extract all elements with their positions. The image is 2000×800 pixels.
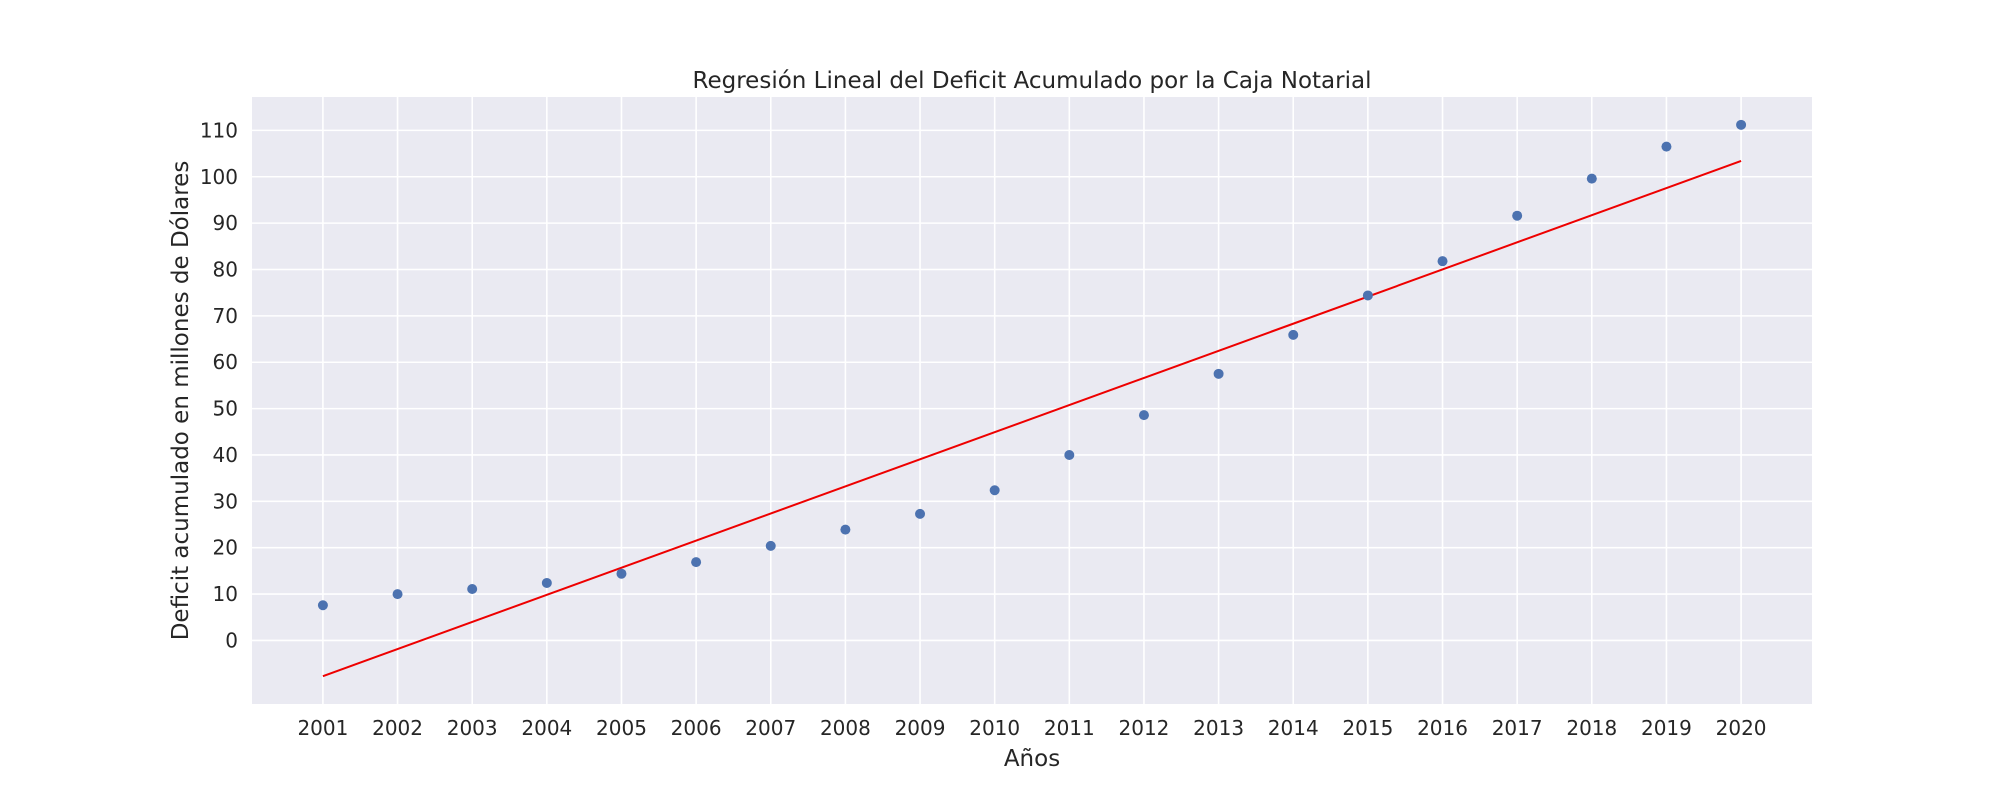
- x-tick-label: 2011: [1044, 716, 1095, 740]
- y-tick-label: 70: [213, 304, 238, 328]
- x-tick-label: 2016: [1417, 716, 1468, 740]
- y-tick-label: 30: [213, 489, 238, 513]
- y-tick-label: 100: [200, 165, 238, 189]
- data-point: [1437, 256, 1448, 267]
- data-point: [1288, 329, 1299, 340]
- data-point: [691, 557, 702, 568]
- data-point: [765, 540, 776, 551]
- x-tick-label: 2019: [1641, 716, 1692, 740]
- x-tick-label: 2020: [1716, 716, 1767, 740]
- data-point: [467, 583, 478, 594]
- regression-line: [322, 160, 1742, 678]
- data-point: [915, 508, 926, 519]
- x-axis-ticks: 2001 2002 2003 2004 2005 2006 2007 2008 2009 2010…: [297, 716, 1766, 740]
- x-tick-label: 2017: [1492, 716, 1543, 740]
- x-tick-label: 2015: [1342, 716, 1393, 740]
- data-point: [1512, 210, 1523, 221]
- y-axis-ticks: 0 10 20 30 40 50 60 70 80 90 100 110: [200, 118, 238, 652]
- y-tick-label: 110: [200, 118, 238, 142]
- x-tick-label: 2009: [895, 716, 946, 740]
- x-axis-title: Años: [1004, 746, 1060, 772]
- y-tick-label: 20: [213, 536, 238, 560]
- x-tick-label: 2018: [1566, 716, 1617, 740]
- data-point: [1064, 449, 1075, 460]
- y-tick-label: 10: [213, 582, 238, 606]
- y-tick-label: 0: [225, 628, 238, 652]
- x-tick-label: 2010: [969, 716, 1020, 740]
- x-tick-label: 2008: [820, 716, 871, 740]
- data-point: [1661, 141, 1672, 152]
- data-point: [541, 577, 552, 588]
- y-tick-label: 90: [213, 211, 238, 235]
- data-point: [1586, 173, 1597, 184]
- data-point: [1213, 368, 1224, 379]
- grid: [252, 97, 1812, 704]
- data-point: [1138, 410, 1149, 421]
- data-point: [989, 485, 1000, 496]
- y-tick-label: 50: [213, 397, 238, 421]
- data-point: [317, 600, 328, 611]
- x-tick-label: 2013: [1193, 716, 1244, 740]
- chart-title: Regresión Lineal del Deficit Acumulado p…: [693, 68, 1372, 94]
- x-tick-label: 2012: [1119, 716, 1170, 740]
- regression-layer: [322, 160, 1742, 678]
- y-tick-label: 60: [213, 350, 238, 374]
- data-point: [616, 568, 627, 579]
- y-tick-label: 80: [213, 258, 238, 282]
- x-tick-label: 2007: [745, 716, 796, 740]
- y-tick-label: 40: [213, 443, 238, 467]
- y-axis-title: Deficit acumulado en millones de Dólares: [168, 161, 194, 641]
- x-tick-label: 2006: [671, 716, 722, 740]
- x-tick-label: 2005: [596, 716, 647, 740]
- x-tick-label: 2004: [521, 716, 572, 740]
- data-point: [1736, 119, 1747, 130]
- data-point: [392, 589, 403, 600]
- x-tick-label: 2002: [372, 716, 423, 740]
- plot-area: [252, 97, 1812, 704]
- x-tick-label: 2003: [447, 716, 498, 740]
- x-tick-label: 2001: [297, 716, 348, 740]
- data-point: [840, 524, 851, 535]
- scatter-points: [317, 119, 1747, 611]
- x-tick-label: 2014: [1268, 716, 1319, 740]
- data-point: [1362, 290, 1373, 301]
